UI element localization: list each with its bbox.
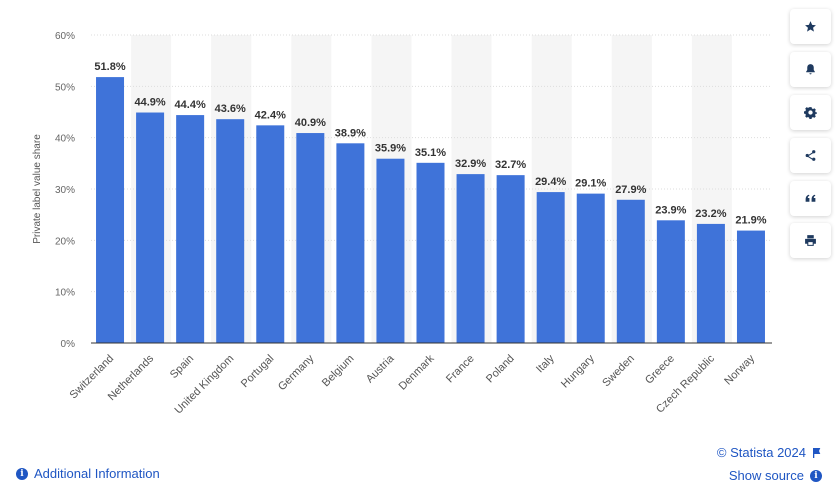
y-tick-label: 20%: [55, 236, 75, 247]
x-tick-label: Belgium: [320, 353, 357, 390]
data-label: 51.8%: [94, 61, 125, 73]
data-label: 42.4%: [255, 109, 286, 121]
x-tick-label: Denmark: [397, 352, 437, 392]
additional-information-label: Additional Information: [34, 466, 160, 481]
bar[interactable]: [696, 223, 725, 343]
copyright[interactable]: © Statista 2024: [717, 445, 822, 460]
bar[interactable]: [136, 112, 165, 343]
x-tick-label: Austria: [364, 352, 397, 385]
data-label: 32.9%: [455, 158, 486, 170]
bar[interactable]: [736, 230, 765, 343]
additional-information-link[interactable]: i Additional Information: [16, 466, 160, 481]
data-label: 44.9%: [134, 97, 165, 109]
share-icon: [805, 150, 816, 161]
bar[interactable]: [216, 119, 245, 343]
data-label: 35.1%: [415, 147, 446, 159]
bar[interactable]: [456, 174, 485, 343]
x-tick-label: Portugal: [239, 353, 276, 390]
bar[interactable]: [176, 115, 205, 343]
y-tick-label: 40%: [55, 134, 75, 145]
cite-button[interactable]: [790, 181, 831, 216]
bar[interactable]: [96, 77, 125, 344]
y-tick-label: 30%: [55, 185, 75, 196]
x-tick-label: Norway: [722, 352, 757, 387]
x-tick-label: Hungary: [559, 352, 597, 390]
bar[interactable]: [256, 125, 285, 343]
y-tick-label: 50%: [55, 82, 75, 93]
data-label: 29.4%: [535, 176, 566, 188]
bar[interactable]: [296, 133, 325, 343]
data-label: 35.9%: [375, 143, 406, 155]
info-icon: i: [810, 469, 822, 482]
y-axis-label: Private label value share: [32, 134, 43, 244]
info-icon: i: [16, 467, 28, 480]
y-tick-label: 10%: [55, 288, 75, 299]
data-label: 29.1%: [575, 178, 606, 190]
chart-bars: [96, 77, 765, 344]
settings-button[interactable]: [790, 95, 831, 130]
quote-icon: [805, 194, 816, 202]
gear-icon: [804, 107, 817, 119]
bar-chart: 0% 10% 20% 30% 40% 50% 60% 51.8% 44.9% 44.4% 43.6…: [32, 31, 772, 416]
x-tick-label: Spain: [168, 353, 196, 381]
bar[interactable]: [656, 220, 685, 343]
data-label: 40.9%: [295, 117, 326, 129]
x-tick-label: Sweden: [600, 353, 637, 390]
data-label: 43.6%: [215, 103, 246, 115]
show-source-link[interactable]: Show source i: [729, 468, 822, 483]
bar[interactable]: [616, 199, 645, 343]
x-tick-label: Greece: [643, 353, 677, 387]
print-icon: [805, 235, 816, 246]
data-label: 44.4%: [175, 99, 206, 111]
x-tick-label: Poland: [484, 353, 517, 386]
bell-icon: [806, 64, 815, 75]
flag-icon: [813, 447, 821, 458]
x-tick-label: Germany: [276, 352, 317, 393]
x-tick-label: Italy: [534, 352, 557, 375]
data-label: 21.9%: [735, 215, 766, 227]
notification-button[interactable]: [790, 52, 831, 87]
data-label: 23.2%: [695, 208, 726, 220]
y-tick-label: 60%: [55, 31, 75, 42]
bar[interactable]: [376, 158, 405, 343]
bar[interactable]: [496, 175, 525, 343]
y-tick-label: 0%: [61, 339, 76, 350]
data-labels: 51.8% 44.9% 44.4% 43.6% 42.4% 40.9% 38.9% 35.9%…: [94, 61, 766, 226]
star-icon: [805, 21, 816, 32]
copyright-label: © Statista 2024: [716, 445, 806, 460]
favorite-button[interactable]: [790, 9, 831, 44]
data-label: 38.9%: [335, 127, 366, 139]
x-tick-label: France: [444, 353, 477, 386]
data-label: 32.7%: [495, 159, 526, 171]
print-button[interactable]: [790, 223, 831, 258]
y-axis-ticks: 0% 10% 20% 30% 40% 50% 60%: [55, 31, 75, 350]
bar[interactable]: [576, 193, 605, 343]
share-button[interactable]: [790, 138, 831, 173]
bar[interactable]: [336, 143, 365, 343]
bar[interactable]: [536, 192, 565, 343]
data-label: 27.9%: [615, 184, 646, 196]
data-label: 23.9%: [655, 204, 686, 216]
bar[interactable]: [416, 162, 445, 343]
show-source-label: Show source: [728, 468, 804, 483]
